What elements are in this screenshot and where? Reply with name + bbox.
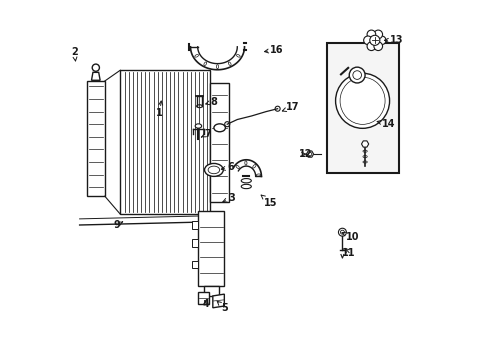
Ellipse shape [339,77,384,125]
Text: 3: 3 [223,193,235,203]
Bar [326,43,398,173]
Bar [192,239,198,247]
Circle shape [366,42,375,50]
Bar [192,221,198,229]
Polygon shape [120,70,210,214]
Text: 5: 5 [217,301,227,313]
Ellipse shape [195,124,201,128]
Ellipse shape [213,124,225,132]
Text: 6: 6 [221,162,233,172]
Text: 14: 14 [376,119,395,129]
Circle shape [369,35,379,45]
Circle shape [363,36,371,45]
Ellipse shape [204,163,223,176]
Bar [192,261,198,268]
Polygon shape [306,151,313,157]
Circle shape [366,30,375,39]
Text: 1: 1 [156,101,163,118]
Polygon shape [361,141,368,147]
Text: 12: 12 [299,149,312,159]
Circle shape [348,67,365,83]
Text: 13: 13 [384,35,403,45]
Polygon shape [91,72,100,80]
Circle shape [373,42,382,50]
Circle shape [338,228,346,236]
Bar [87,81,104,196]
Text: 17: 17 [282,102,299,112]
Text: 9: 9 [113,220,122,230]
Text: 16: 16 [264,45,284,55]
Text: 8: 8 [205,96,217,107]
Circle shape [377,36,385,45]
Polygon shape [212,294,224,308]
Ellipse shape [208,166,219,174]
Bar [203,286,219,296]
Ellipse shape [335,73,389,129]
Text: 11: 11 [342,248,355,258]
Circle shape [373,30,382,39]
Text: 15: 15 [261,195,277,208]
Circle shape [352,71,361,79]
Bar [210,83,228,202]
Bar [198,292,209,304]
Bar [198,211,224,286]
Text: 10: 10 [341,232,359,242]
Text: 7: 7 [201,129,210,139]
Text: 2: 2 [71,47,78,61]
Text: 4: 4 [203,299,209,309]
